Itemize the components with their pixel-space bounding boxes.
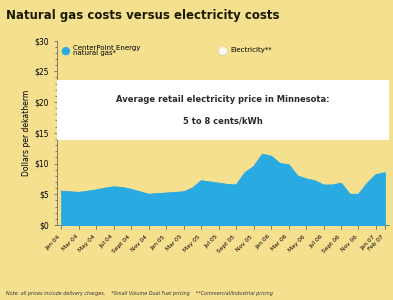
Text: natural gas*: natural gas*	[73, 50, 116, 56]
Text: 5 to 8 cents/kWh: 5 to 8 cents/kWh	[183, 117, 263, 126]
Text: Note: all prices include delivery charges.    *Small Volume Dual Fuel pricing   : Note: all prices include delivery charge…	[6, 291, 273, 296]
Text: ●: ●	[60, 45, 70, 56]
Y-axis label: Dollars per dekatherm: Dollars per dekatherm	[22, 90, 31, 176]
Text: Natural gas costs versus electricity costs: Natural gas costs versus electricity cos…	[6, 9, 279, 22]
FancyBboxPatch shape	[57, 80, 389, 140]
Text: Average retail electricity price in Minnesota:: Average retail electricity price in Minn…	[116, 95, 330, 104]
Text: ○: ○	[217, 45, 227, 56]
Text: Electricity**: Electricity**	[230, 47, 272, 53]
Text: ●: ●	[217, 45, 227, 56]
Text: CenterPoint Energy: CenterPoint Energy	[73, 45, 140, 51]
